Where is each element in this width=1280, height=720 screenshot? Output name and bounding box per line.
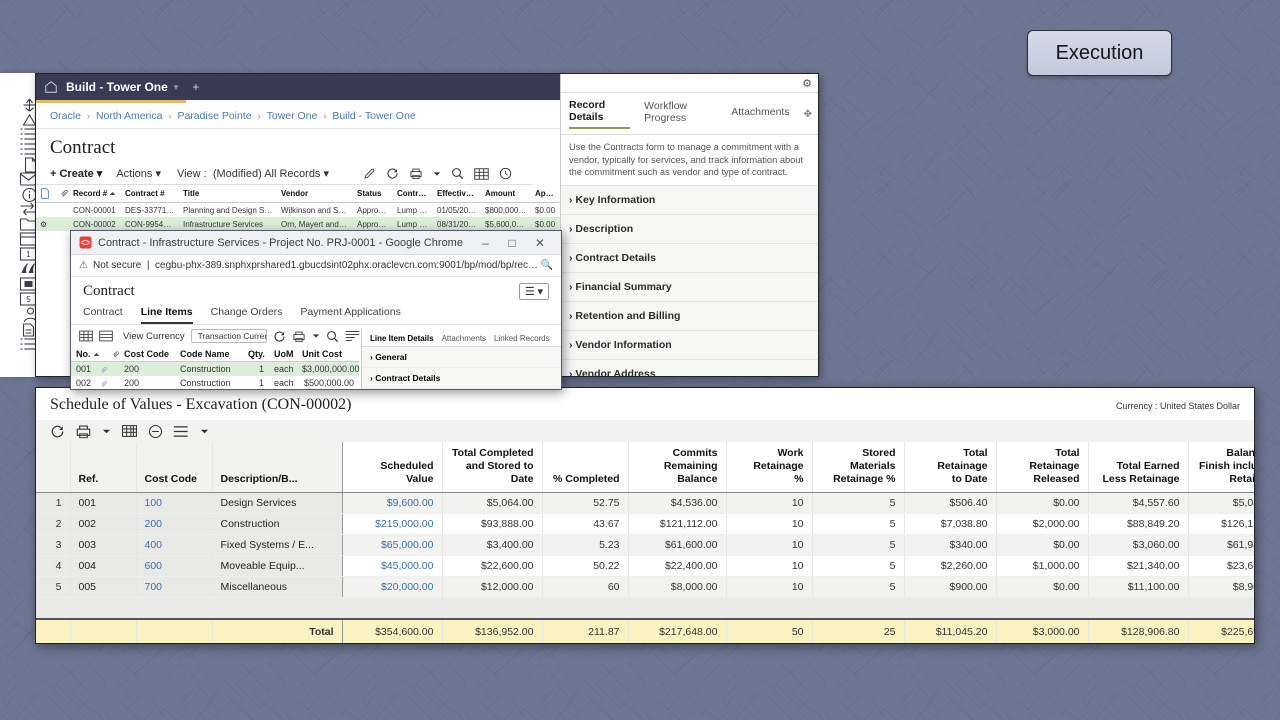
- svg-text:1: 1: [26, 250, 31, 259]
- svg-text:5: 5: [26, 295, 31, 304]
